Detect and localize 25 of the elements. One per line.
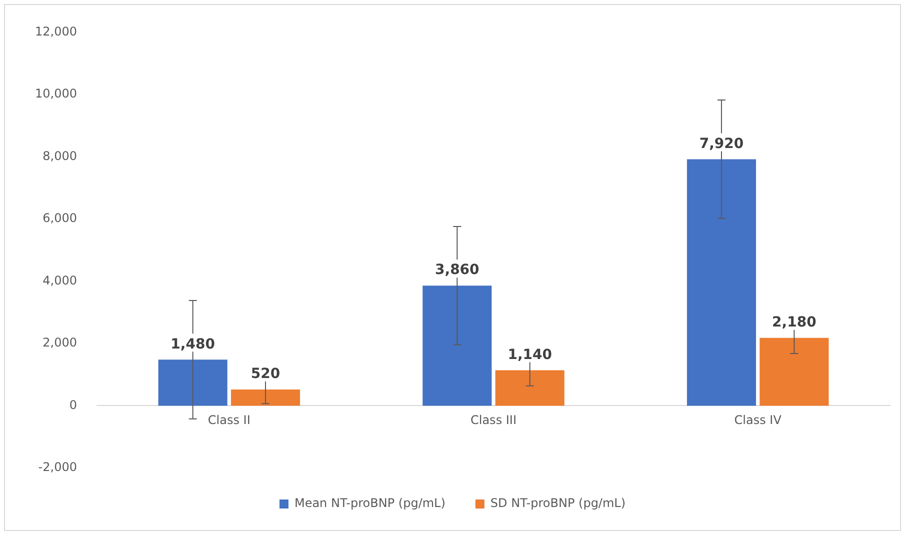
data-label: 520 (250, 366, 280, 382)
bar (422, 286, 492, 406)
bar (760, 338, 829, 406)
x-tick-label: Class IV (734, 413, 782, 428)
y-tick-label: 6,000 (42, 211, 77, 226)
data-label: 2,180 (772, 314, 817, 331)
y-tick-label: 0 (69, 398, 77, 412)
data-label: 3,860 (435, 262, 480, 278)
y-tick-label: 4,000 (42, 273, 77, 288)
y-tick-label: 10,000 (34, 86, 77, 101)
x-tick-label: Class II (208, 413, 250, 428)
y-tick-label: 8,000 (42, 148, 77, 163)
bar (158, 360, 228, 406)
bar (495, 370, 564, 406)
legend-label: Mean NT-proBNP (pg/mL) (294, 496, 446, 510)
data-label: 1,140 (508, 346, 552, 363)
y-tick-label: 12,000 (34, 24, 77, 38)
bar (230, 390, 300, 406)
legend-label: SD NT-proBNP (pg/mL) (490, 496, 626, 510)
data-label: 1,480 (170, 336, 216, 352)
y-tick-label: -2,000 (38, 460, 77, 474)
bar (686, 159, 756, 406)
y-tick-label: 2,000 (42, 336, 77, 350)
data-label: 7,920 (699, 136, 744, 152)
x-tick-label: Class III (470, 413, 516, 428)
